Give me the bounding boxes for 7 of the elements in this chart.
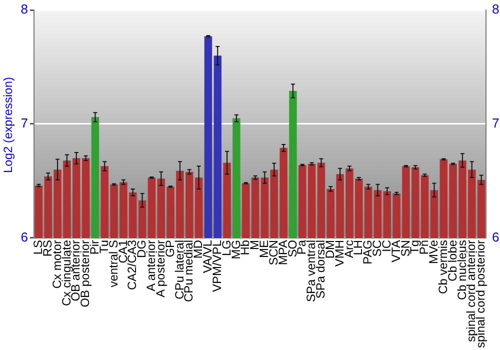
y-tick-label: 7 bbox=[20, 116, 28, 131]
y-axis-title: Log2 (expression) bbox=[1, 76, 15, 176]
y2-tick-label: 6 bbox=[492, 230, 500, 245]
y-tick-label: 8 bbox=[20, 2, 28, 17]
y-tick-label: 6 bbox=[20, 230, 28, 245]
y2-tick-label: 7 bbox=[492, 116, 500, 131]
y2-tick-label: 8 bbox=[492, 2, 500, 17]
